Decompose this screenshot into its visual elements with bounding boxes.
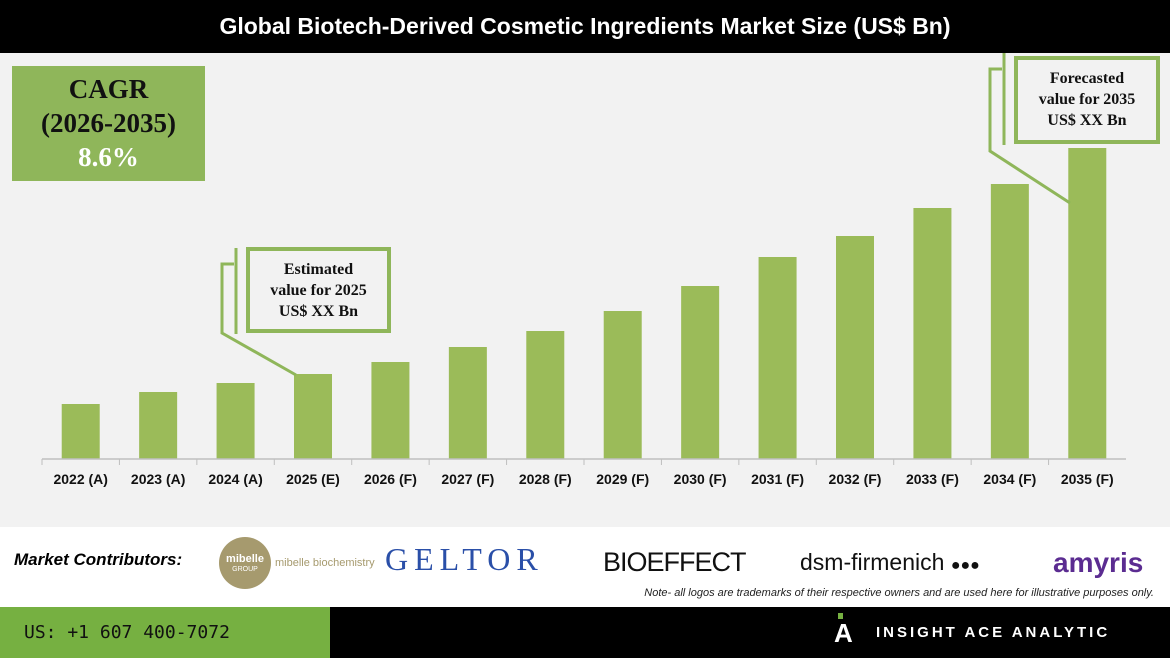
- forecasted-callout: Forecasted value for 2035 US$ XX Bn: [1014, 56, 1160, 144]
- estimated-leader-line: [220, 262, 297, 377]
- x-tick-label: 2032 (F): [829, 471, 882, 487]
- bioeffect-logo: BIOEFFECT: [603, 547, 747, 577]
- trademark-note: Note- all logos are trademarks of their …: [644, 587, 1154, 599]
- market-contributors: Market Contributors: mibelle GROUP mibel…: [0, 527, 1170, 607]
- cagr-value: 8.6%: [78, 142, 139, 172]
- callout-line: US$ XX Bn: [1047, 112, 1127, 129]
- cagr-period: (2026-2035): [41, 108, 176, 138]
- bar-2026: [371, 362, 410, 459]
- callout-line: value for 2035: [1038, 91, 1136, 108]
- bar-2029: [603, 311, 642, 459]
- x-tick-label: 2022 (A): [53, 471, 107, 487]
- estimated-callout: Estimated value for 2025 US$ XX Bn: [246, 247, 391, 333]
- geltor-logo: GELTOR: [385, 541, 544, 577]
- x-tick-label: 2025 (E): [286, 471, 340, 487]
- x-tick-label: 2028 (F): [519, 471, 572, 487]
- bar-2027: [448, 347, 487, 459]
- bar-2031: [758, 257, 797, 459]
- bar-2023: [139, 392, 178, 459]
- x-tick-label: 2031 (F): [751, 471, 804, 487]
- x-tick-label: 2030 (F): [674, 471, 727, 487]
- mibelle-logo: mibelle GROUP mibelle biochemistry: [219, 537, 375, 589]
- contributors-label: Market Contributors:: [14, 550, 183, 569]
- callout-line: Forecasted: [1049, 70, 1125, 87]
- mibelle-group-text: GROUP: [232, 566, 258, 573]
- chart-title: Global Biotech-Derived Cosmetic Ingredie…: [0, 0, 1170, 53]
- bar-2034: [990, 184, 1029, 459]
- bar-2030: [681, 286, 720, 459]
- x-tick-label: 2026 (F): [364, 471, 417, 487]
- callout-line: Estimated: [283, 261, 354, 278]
- callout-line: US$ XX Bn: [278, 303, 359, 320]
- forecast-leader-line: [988, 67, 1071, 205]
- amyris-logo: amyris: [1053, 547, 1144, 578]
- callout-line: value for 2025: [270, 282, 367, 299]
- bar-chart: 2022 (A) 2023 (A) 2024 (A) 2025 (E) 2026 (F)…: [41, 53, 1126, 487]
- bar-2024: [216, 383, 255, 459]
- bar-2028: [526, 331, 565, 459]
- cagr-box: CAGR (2026-2035) 8.6%: [12, 66, 205, 181]
- mibelle-text: mibelle biochemistry: [275, 557, 375, 569]
- x-tick-label: 2033 (F): [906, 471, 959, 487]
- brand-name: INSIGHT ACE ANALYTIC: [876, 624, 1111, 641]
- brand-bar: A INSIGHT ACE ANALYTIC: [330, 607, 1170, 658]
- dsm-firmenich-logo: dsm-firmenich ●●●: [800, 549, 980, 576]
- bar-2035: [1068, 148, 1107, 459]
- bar-2022: [61, 404, 100, 459]
- mibelle-circle: mibelle GROUP: [219, 537, 271, 589]
- cagr-label: CAGR: [68, 74, 149, 104]
- x-tick-label: 2029 (F): [596, 471, 649, 487]
- x-tick-label: 2023 (A): [131, 471, 185, 487]
- x-tick-label: 2035 (F): [1061, 471, 1114, 487]
- dots-icon: ●●●: [950, 557, 980, 574]
- bar-2025: [294, 374, 332, 459]
- bar-2033: [913, 208, 952, 459]
- x-tick-label: 2024 (A): [208, 471, 262, 487]
- phone-number[interactable]: US: +1 607 400-7072: [0, 607, 330, 658]
- x-tick-label: 2027 (F): [441, 471, 494, 487]
- dsm-text: dsm-firmenich: [800, 549, 945, 575]
- bar-2032: [836, 236, 874, 459]
- brand-logo-icon: A: [834, 613, 853, 649]
- x-tick-label: 2034 (F): [983, 471, 1036, 487]
